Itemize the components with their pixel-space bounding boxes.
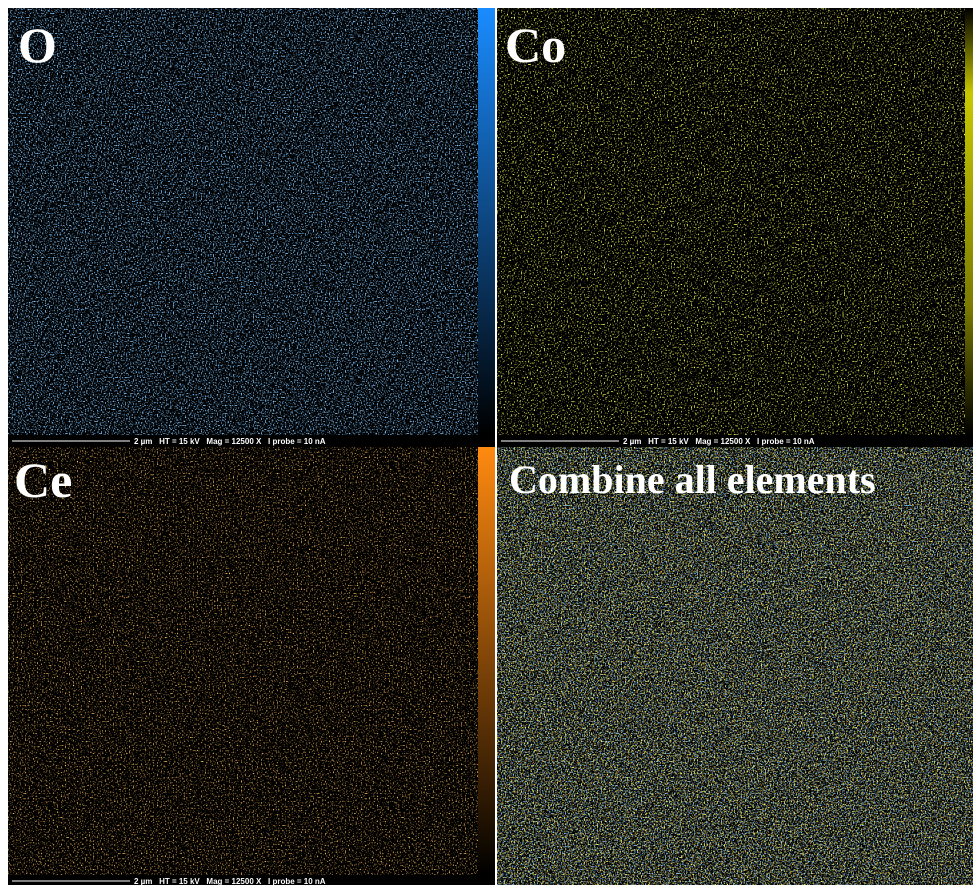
cobalt-map [497,8,965,435]
scale-info: 2 µm HT = 15 kV Mag = 12500 X I probe = … [134,877,326,885]
oxygen-map [8,8,478,435]
element-label: O [18,17,57,73]
element-label: Ce [14,452,72,508]
panel-label: Combine all elements [509,457,876,502]
color-bar [965,8,973,435]
page: 2 µm HT = 15 kV Mag = 12500 X I probe = … [0,0,973,885]
cerium-map [8,447,478,875]
element-label: Co [505,17,566,73]
eds-maps: 2 µm HT = 15 kV Mag = 12500 X I probe = … [0,0,973,885]
scale-info: 2 µm HT = 15 kV Mag = 12500 X I probe = … [134,437,326,446]
color-bar [478,447,495,875]
cobalt-layer [497,447,973,885]
scale-info: 2 µm HT = 15 kV Mag = 12500 X I probe = … [623,437,815,446]
color-bar [478,8,495,435]
